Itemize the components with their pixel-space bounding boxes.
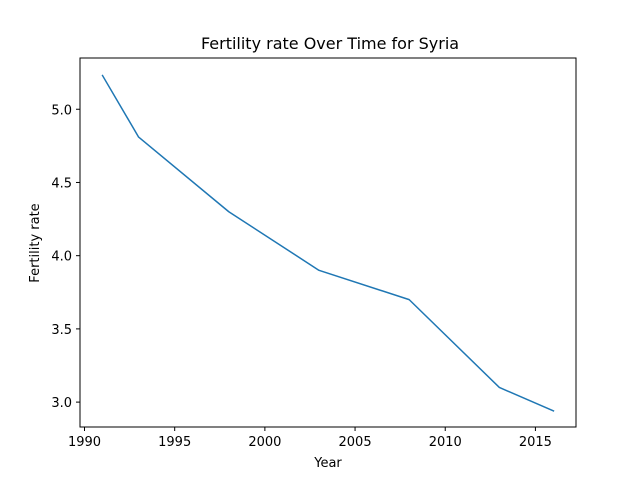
chart-title: Fertility rate Over Time for Syria xyxy=(201,34,459,53)
x-tick-label: 2010 xyxy=(429,435,462,450)
x-tick-label: 1995 xyxy=(158,435,191,450)
x-tick-label: 1990 xyxy=(68,435,101,450)
y-tick-label: 4.5 xyxy=(51,176,72,191)
plot-area xyxy=(101,74,555,412)
x-tick-label: 2000 xyxy=(248,435,281,450)
x-tick-label: 2005 xyxy=(339,435,372,450)
y-tick-label: 3.5 xyxy=(51,323,72,338)
y-tick-label: 5.0 xyxy=(51,103,72,118)
x-axis-label: Year xyxy=(313,456,342,471)
axes-frame xyxy=(79,57,577,428)
y-tick-label: 3.0 xyxy=(51,396,72,411)
y-axis-label: Fertility rate xyxy=(28,203,43,282)
x-axis: 1990 1995 2000 2005 2010 2015 xyxy=(68,427,552,450)
y-tick-label: 4.0 xyxy=(51,250,72,265)
y-axis: 3.0 3.5 4.0 4.5 5.0 xyxy=(51,103,80,411)
x-tick-label: 2015 xyxy=(519,435,552,450)
